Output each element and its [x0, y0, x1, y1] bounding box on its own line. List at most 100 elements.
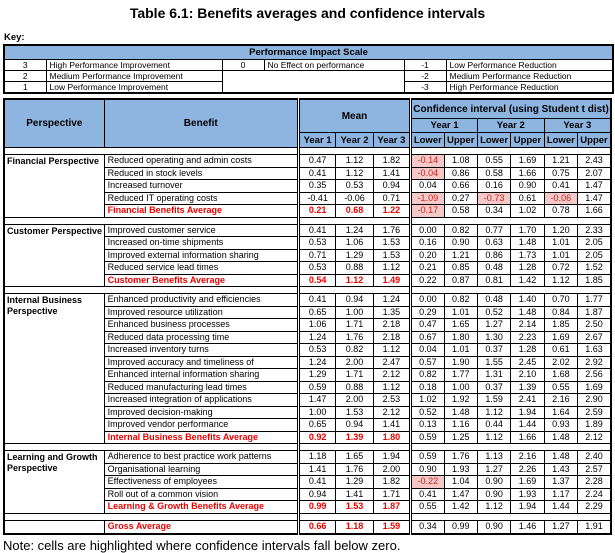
mean-cell: 0.41: [296, 166, 337, 180]
ci-cell: 1.40: [510, 293, 545, 307]
col-header-benefit: Benefit: [103, 98, 299, 148]
mean-cell: 1.53: [335, 500, 374, 514]
benefit-cell: Internal Business Benefits Average: [103, 430, 299, 444]
upper-header: Upper: [443, 132, 478, 148]
benefit-cell: Improved customer service: [103, 223, 299, 237]
ci-cell: 0.75: [543, 166, 579, 180]
ci-cell: 0.55: [476, 154, 512, 168]
mean-cell: 0.53: [335, 179, 374, 193]
ci-cell: 2.07: [577, 166, 612, 180]
header-row-2: Year 1 Year 2 Year 3: [4, 118, 612, 133]
ci-year3-header: Year 3: [543, 118, 612, 133]
ci-cell: 0.82: [443, 223, 478, 237]
table-row: Enhanced business processes 1.06 1.71 2.18 0…: [4, 318, 612, 332]
ci-cell: 1.93: [510, 487, 545, 501]
ci-cell: 0.66: [443, 179, 478, 193]
average-row: Financial Benefits Average 0.21 0.68 1.22 -0…: [4, 204, 612, 218]
scale-row: 1 Low Performance Improvement -3 High Pe…: [3, 81, 614, 94]
benefit-cell: Increased on-time shipments: [103, 236, 299, 250]
ci-cell: 0.34: [409, 519, 445, 535]
spacer-cell: [3, 286, 299, 294]
mean-cell: 1.06: [296, 318, 337, 332]
ci-cell: 0.84: [543, 305, 579, 319]
scale-value: 3: [3, 59, 47, 71]
scale-title: Performance Impact Scale: [3, 44, 614, 60]
ci-cell: -0.14: [409, 154, 445, 168]
mean-cell: 0.59: [296, 380, 337, 394]
ci-cell: 1.04: [443, 475, 478, 489]
mean-cell: 2.18: [372, 318, 412, 332]
ci-cell: 1.85: [577, 273, 612, 287]
ci-cell: 1.27: [476, 318, 512, 332]
scale-label: Low Performance Reduction: [445, 59, 614, 71]
header-row-1: Perspective Benefit Mean Confidence inte…: [3, 98, 612, 148]
ci-cell: 0.90: [476, 487, 512, 501]
mean-cell: 1.22: [372, 204, 412, 218]
spacer-cell: [409, 216, 612, 225]
mean-cell: 1.24: [296, 330, 337, 344]
mean-cell: 1.65: [335, 450, 374, 464]
ci-cell: 1.48: [543, 450, 579, 464]
scale-label: Medium Performance Improvement: [45, 70, 223, 82]
ci-cell: 1.90: [443, 355, 478, 369]
benefit-cell: Reduced manufacturing lead times: [103, 380, 299, 394]
mean-cell: 0.94: [296, 487, 337, 501]
ci-cell: 1.92: [443, 393, 478, 407]
mean-cell: 2.00: [372, 462, 412, 476]
mean-cell: 0.92: [296, 430, 337, 444]
mean-cell: 1.18: [296, 450, 337, 464]
gross-average-row: Gross Average 0.66 1.18 1.59 0.34 0.99 0.90 1.4…: [3, 519, 612, 535]
ci-cell: -0.22: [409, 475, 445, 489]
mean-cell: 0.68: [335, 204, 374, 218]
ci-cell: 1.01: [443, 343, 478, 357]
ci-cell: 1.28: [510, 343, 545, 357]
ci-cell: 1.12: [543, 273, 579, 287]
mean-cell: 0.71: [372, 191, 412, 205]
ci-cell: 2.02: [543, 355, 579, 369]
table-row: Enhanced internal information sharing 1.2…: [4, 368, 612, 382]
ci-cell: 1.01: [443, 305, 478, 319]
benefit-cell: Improved external information sharing: [103, 248, 299, 262]
ci-cell: 2.50: [577, 318, 612, 332]
benefit-cell: Reduced operating and admin costs: [103, 154, 299, 168]
mean-cell: 1.76: [372, 223, 412, 237]
mean-cell: 2.53: [372, 393, 412, 407]
ci-cell: 2.26: [510, 462, 545, 476]
lower-header: Lower: [476, 132, 512, 148]
ci-cell: 0.63: [476, 236, 512, 250]
ci-cell: 1.85: [543, 318, 579, 332]
mean-cell: 0.88: [335, 261, 374, 275]
ci-cell: 0.48: [476, 293, 512, 307]
ci-cell: 0.86: [476, 248, 512, 262]
mean-cell: 1.29: [296, 368, 337, 382]
mean-cell: 1.87: [372, 500, 412, 514]
mean-cell: 1.00: [335, 305, 374, 319]
mean-cell: 1.53: [372, 248, 412, 262]
ci-cell: 2.57: [577, 462, 612, 476]
ci-cell: 1.17: [543, 487, 579, 501]
scale-empty-cell: [221, 70, 405, 94]
ci-cell: 2.05: [577, 236, 612, 250]
mean-year3-header: Year 3: [372, 132, 412, 148]
scale-label: Medium Performance Reduction: [445, 70, 614, 82]
ci-cell: 1.31: [476, 368, 512, 382]
ci-cell: -0.73: [476, 191, 512, 205]
table-row: Learning and Growth Perspective Adherence…: [3, 450, 612, 514]
lower-header: Lower: [409, 132, 445, 148]
ci-cell: 1.16: [443, 418, 478, 432]
ci-cell: 0.67: [409, 330, 445, 344]
ci-cell: 0.58: [476, 166, 512, 180]
ci-cell: 2.16: [510, 450, 545, 464]
ci-cell: 1.77: [443, 368, 478, 382]
mean-cell: 0.71: [296, 248, 337, 262]
ci-cell: 0.86: [443, 166, 478, 180]
ci-cell: 2.41: [510, 393, 545, 407]
ci-cell: 0.04: [409, 179, 445, 193]
mean-cell: 2.00: [335, 393, 374, 407]
ci-cell: 0.41: [543, 179, 579, 193]
ci-cell: 0.61: [510, 191, 545, 205]
mean-cell: 2.12: [372, 405, 412, 419]
ci-cell: 1.89: [577, 418, 612, 432]
scale-value: -2: [403, 70, 447, 82]
table-row: Reduced manufacturing lead times 0.59 0.88…: [4, 380, 612, 394]
